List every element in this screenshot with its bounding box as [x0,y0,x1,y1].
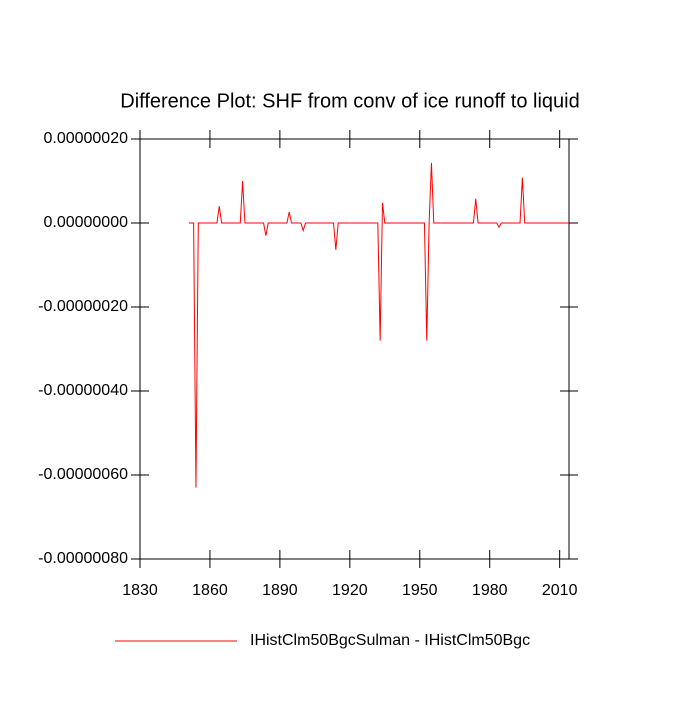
x-tick-label: 1950 [402,582,438,599]
x-tick-label: 1860 [192,582,228,599]
y-tick-label: 0.00000020 [43,130,128,147]
data-line [188,162,569,488]
y-tick-label: -0.00000060 [38,466,128,483]
x-tick-label: 1920 [332,582,368,599]
y-tick-label: -0.00000080 [38,550,128,567]
y-tick-label: -0.00000040 [38,382,128,399]
plot-frame [139,138,570,560]
x-tick-label: 1830 [122,582,158,599]
legend-label: IHistClm50BgcSulman - IHistClm50Bgc [250,632,530,649]
y-tick-label: -0.00000020 [38,298,128,315]
chart-title: Difference Plot: SHF from conv of ice ru… [120,90,579,112]
x-tick-label: 1980 [472,582,508,599]
x-tick-label: 2010 [542,582,578,599]
x-tick-label: 1890 [262,582,298,599]
y-tick-label: 0.00000000 [43,214,128,231]
